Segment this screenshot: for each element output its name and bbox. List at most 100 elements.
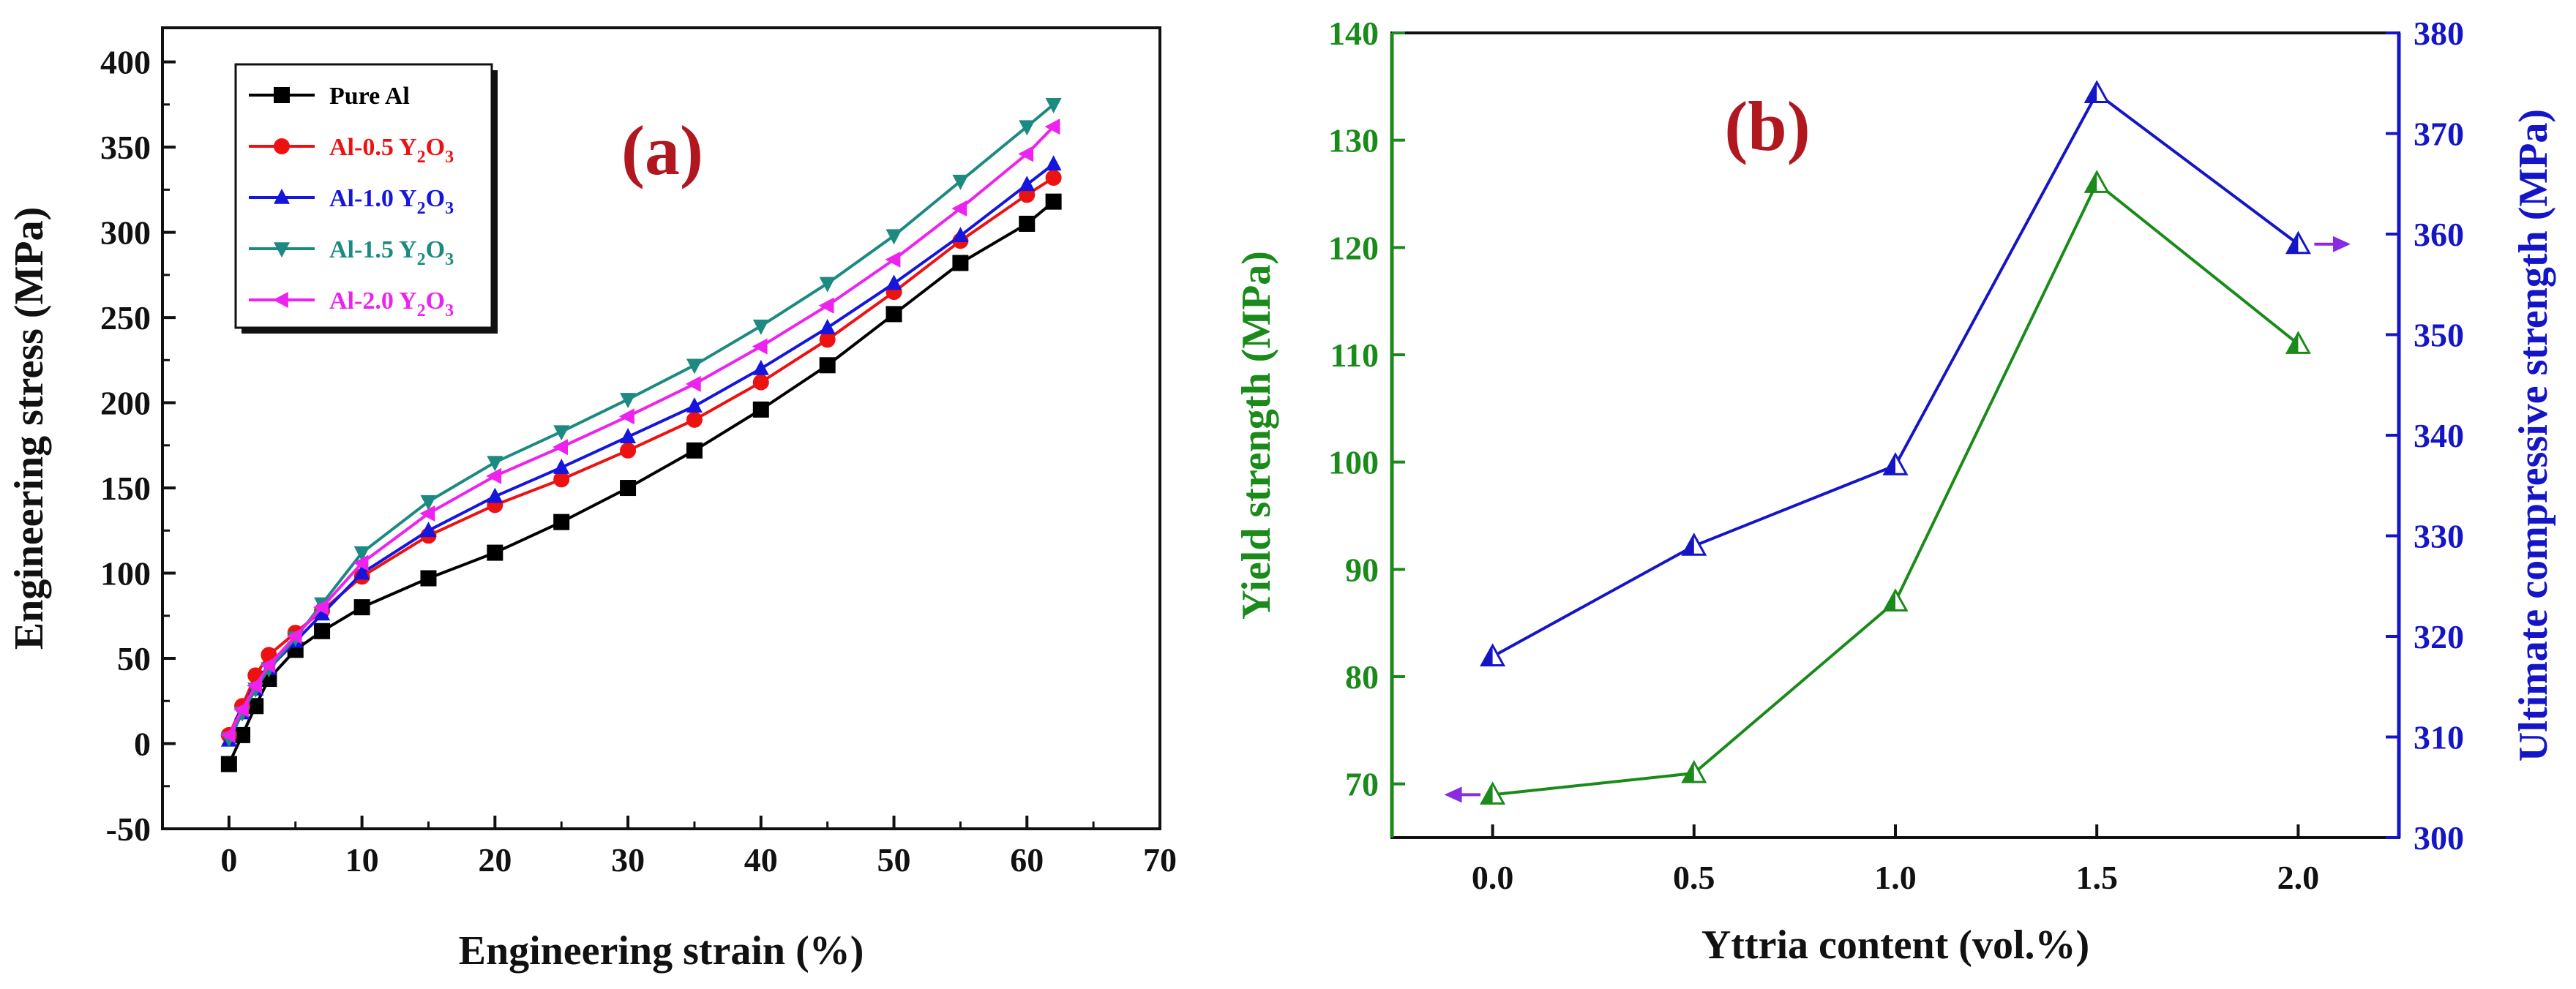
data-point	[353, 546, 370, 562]
data-point	[314, 623, 331, 639]
data-point	[553, 471, 570, 488]
left-y-tick-label: 100	[1328, 444, 1379, 481]
panel-a-y-axis-label: Engineering stress (MPa)	[7, 207, 52, 650]
data-point	[952, 227, 969, 243]
panel-a-x-axis-label: Engineering strain (%)	[459, 928, 864, 974]
data-point	[553, 458, 570, 474]
series-al-2-0-y2o3	[220, 119, 1060, 743]
series-ultimate-compressive-strength	[1480, 80, 2311, 666]
y-tick-label: 300	[100, 214, 151, 252]
x-tick-label: 0	[220, 841, 237, 879]
data-point	[620, 442, 637, 459]
data-point	[2083, 170, 2110, 193]
data-point	[952, 255, 969, 271]
left-y-tick-label: 80	[1345, 658, 1379, 696]
x-tick-label: 1.0	[1874, 859, 1917, 896]
data-point	[1045, 98, 1062, 113]
data-point	[1882, 452, 1909, 475]
data-point	[1480, 643, 1506, 666]
data-point	[487, 456, 503, 472]
x-tick-label: 1.5	[2075, 859, 2118, 896]
data-point	[618, 408, 634, 425]
legend-entry: Al-0.5 Y2O3	[249, 134, 454, 167]
marker-fill	[1481, 645, 1493, 666]
data-point	[620, 393, 637, 408]
x-tick-label: 60	[1010, 841, 1044, 879]
data-point	[553, 514, 570, 530]
left-y-tick-label: 140	[1328, 15, 1379, 52]
panel-b-label: (b)	[1724, 87, 1810, 165]
right-y-tick-label: 340	[2414, 417, 2464, 454]
data-point	[686, 442, 703, 459]
data-point	[314, 605, 331, 621]
data-point	[487, 544, 503, 561]
y-tick-label: 0	[134, 726, 151, 763]
data-point	[234, 726, 251, 743]
right-y-tick-label: 330	[2414, 518, 2464, 555]
marker-fill	[1884, 454, 1895, 475]
data-point	[420, 570, 437, 587]
panel-b-right-y-axis-label: Ultimate compressive strength (MPa)	[2511, 109, 2556, 762]
data-point	[487, 487, 503, 503]
marker-fill	[1682, 535, 1694, 555]
marker-fill	[2086, 172, 2097, 192]
legend-marker	[272, 292, 288, 308]
panel-b-plot-frame	[1390, 31, 2400, 839]
data-point	[1681, 533, 1707, 556]
data-point	[220, 726, 236, 743]
data-point	[819, 277, 836, 293]
data-point	[353, 564, 370, 580]
data-point	[819, 331, 836, 348]
data-point	[818, 297, 834, 314]
panel-a-axis-ticks: 0 10 20 30 40 50 60 70 -50 0 50 100 150 200 250 300 350 4…	[100, 44, 1177, 879]
data-point	[686, 358, 703, 375]
data-point	[353, 554, 369, 571]
series-line	[1492, 181, 2299, 797]
data-point	[886, 274, 902, 290]
series-pure-al	[220, 193, 1062, 772]
marker-fill	[2086, 82, 2097, 102]
legend-label: Al-1.0 Y2O3	[329, 185, 454, 218]
legend-marker	[274, 242, 290, 258]
y-tick-label: 350	[100, 129, 151, 166]
x-tick-label: 0.0	[1472, 859, 1514, 896]
right-y-tick-label: 310	[2414, 719, 2464, 756]
data-point	[553, 425, 570, 441]
data-point	[752, 374, 769, 391]
legend-marker	[274, 138, 290, 154]
panel-b-strength-chart: 0.0 0.5 1.0 1.5 2.0 70 80 90 100 110 120 130 140 300 3…	[1234, 15, 2556, 968]
data-point	[752, 338, 768, 355]
data-point	[1019, 215, 1036, 232]
data-point	[685, 375, 701, 392]
data-point	[886, 306, 902, 323]
data-point	[686, 397, 703, 413]
legend-marker	[274, 87, 290, 103]
left-y-tick-label: 130	[1328, 122, 1379, 159]
x-tick-label: 2.0	[2277, 859, 2320, 896]
right-y-tick-label: 380	[2414, 15, 2464, 52]
x-tick-label: 0.5	[1673, 859, 1715, 896]
data-point	[260, 657, 276, 674]
data-point	[752, 401, 769, 418]
data-point	[686, 411, 703, 428]
panel-a-plot-frame	[161, 26, 1161, 830]
data-point	[886, 229, 902, 245]
data-point	[553, 439, 568, 456]
marker-fill	[1682, 762, 1694, 782]
y-tick-label: 400	[100, 44, 151, 81]
data-point	[1044, 119, 1060, 135]
data-point	[819, 357, 836, 374]
left-y-tick-label: 110	[1330, 336, 1379, 374]
data-point	[419, 505, 435, 522]
legend-entry: Al-1.0 Y2O3	[249, 185, 454, 218]
data-point	[620, 480, 637, 497]
legend-marker	[274, 188, 290, 204]
data-point	[1045, 155, 1062, 171]
x-tick-label: 20	[478, 841, 512, 879]
legend-entry: Al-2.0 Y2O3	[249, 287, 454, 320]
x-tick-label: 40	[744, 841, 778, 879]
data-point	[312, 599, 329, 616]
data-point	[1480, 781, 1506, 805]
y-tick-label: 250	[100, 299, 151, 336]
